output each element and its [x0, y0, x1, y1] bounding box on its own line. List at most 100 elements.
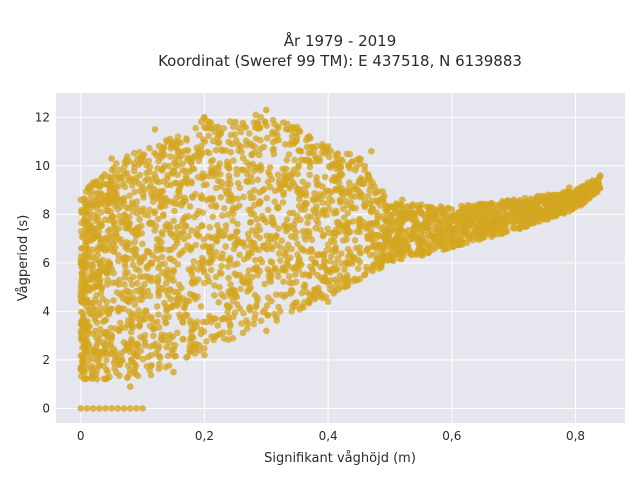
scatter-point	[479, 233, 486, 240]
scatter-point	[220, 293, 228, 301]
scatter-point	[95, 182, 102, 189]
scatter-point	[343, 236, 350, 243]
scatter-point	[226, 254, 234, 262]
scatter-point	[99, 245, 107, 252]
scatter-point	[193, 210, 201, 218]
scatter-point	[342, 197, 349, 205]
scatter-point	[277, 244, 285, 251]
scatter-point	[346, 179, 353, 186]
scatter-point	[129, 296, 136, 303]
scatter-point	[578, 186, 585, 194]
scatter-point	[121, 169, 128, 177]
scatter-point	[150, 342, 157, 349]
x-tick-label: 0	[77, 429, 85, 443]
scatter-point	[355, 265, 362, 273]
scatter-point	[240, 193, 247, 201]
scatter-point	[103, 281, 111, 288]
scatter-point	[225, 274, 232, 282]
scatter-point	[139, 288, 146, 296]
scatter-point	[196, 347, 203, 354]
scatter-point	[195, 131, 203, 139]
scatter-point	[510, 211, 517, 218]
scatter-point	[92, 327, 99, 335]
scatter-point	[135, 230, 142, 238]
scatter-point	[352, 166, 359, 174]
scatter-point	[277, 291, 285, 299]
scatter-point	[226, 329, 233, 336]
scatter-point	[340, 214, 348, 221]
scatter-point	[236, 251, 243, 259]
scatter-point	[137, 187, 144, 195]
scatter-point	[222, 243, 229, 250]
scatter-point	[252, 302, 260, 309]
scatter-point	[266, 164, 274, 171]
scatter-point	[154, 278, 161, 286]
scatter-point	[181, 303, 188, 311]
scatter-point	[142, 307, 149, 315]
scatter-point	[269, 116, 277, 124]
scatter-point	[500, 223, 508, 231]
scatter-point	[164, 138, 172, 145]
scatter-point	[209, 156, 216, 164]
y-tick-label: 0	[42, 401, 50, 415]
scatter-point	[468, 221, 475, 228]
scatter-point	[383, 237, 391, 244]
scatter-point	[461, 204, 468, 212]
scatter-point	[357, 176, 365, 184]
scatter-point	[136, 273, 143, 281]
scatter-point	[79, 272, 86, 279]
scatter-point	[107, 324, 115, 332]
scatter-point	[324, 298, 332, 306]
scatter-point	[229, 217, 236, 224]
scatter-point	[195, 276, 202, 283]
scatter-point	[221, 205, 228, 212]
scatter-point	[140, 205, 147, 213]
y-tick-label: 4	[42, 304, 50, 318]
scatter-point	[200, 266, 208, 274]
scatter-point	[77, 288, 85, 295]
scatter-point	[286, 223, 294, 230]
scatter-point	[88, 300, 96, 307]
scatter-point	[113, 189, 120, 197]
scatter-point	[285, 151, 293, 158]
scatter-point	[126, 289, 134, 296]
scatter-point	[292, 264, 299, 272]
scatter-point	[346, 150, 354, 158]
scatter-point	[263, 302, 271, 309]
scatter-point	[199, 243, 207, 250]
scatter-point	[224, 211, 232, 218]
scatter-point	[107, 226, 114, 233]
scatter-point	[304, 213, 311, 220]
scatter-point	[297, 148, 305, 155]
scatter-point	[129, 261, 137, 269]
scatter-point	[480, 215, 487, 222]
scatter-point	[87, 221, 94, 229]
scatter-point	[464, 213, 472, 220]
scatter-point	[379, 213, 386, 220]
scatter-point	[256, 226, 264, 234]
scatter-point	[165, 313, 172, 321]
scatter-point	[397, 224, 404, 232]
scatter-point	[182, 173, 190, 180]
scatter-point	[247, 218, 255, 226]
scatter-point	[297, 190, 305, 198]
scatter-point	[142, 177, 149, 184]
scatter-point	[275, 225, 282, 232]
scatter-point	[143, 273, 151, 280]
scatter-point	[158, 331, 166, 339]
scatter-point	[434, 216, 441, 224]
scatter-point	[162, 319, 170, 327]
scatter-point	[115, 225, 122, 232]
scatter-point	[305, 297, 312, 305]
scatter-point	[428, 219, 436, 226]
scatter-point	[367, 182, 374, 189]
scatter-point	[175, 233, 182, 241]
scatter-point	[218, 183, 225, 190]
scatter-point	[419, 251, 427, 259]
scatter-point	[77, 196, 84, 204]
scatter-point	[205, 132, 212, 140]
scatter-point	[299, 246, 306, 253]
scatter-point	[446, 222, 453, 229]
scatter-point	[308, 143, 315, 151]
scatter-point	[110, 197, 118, 204]
